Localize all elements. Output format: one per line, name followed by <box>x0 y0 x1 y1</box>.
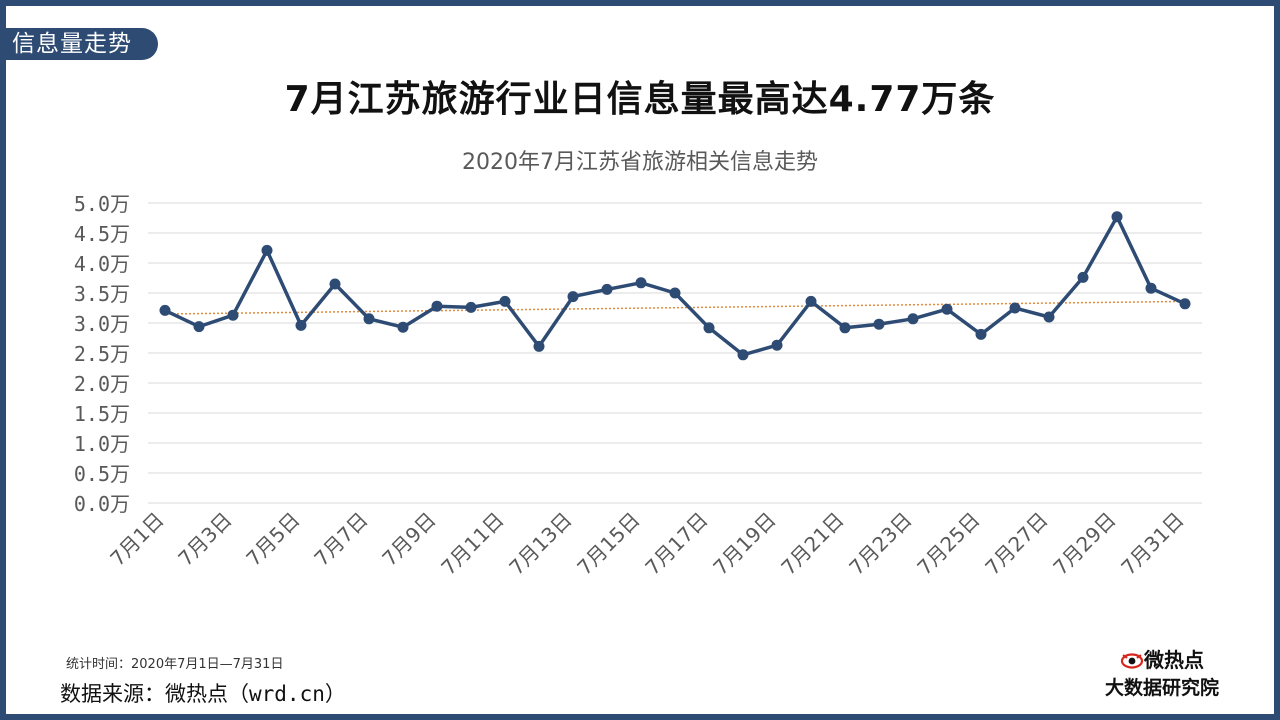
data-point <box>533 340 545 352</box>
data-point <box>635 277 647 289</box>
x-tick-label: 7月21日 <box>776 508 848 580</box>
y-tick-label: 3.0万 <box>74 312 130 336</box>
data-point <box>1077 271 1089 283</box>
x-tick-label: 7月5日 <box>241 508 304 571</box>
data-point <box>737 349 749 361</box>
data-point <box>873 318 885 330</box>
y-tick-label: 3.5万 <box>74 282 130 306</box>
data-source: 数据来源：微热点（wrd.cn） <box>60 682 346 706</box>
data-point <box>771 339 783 351</box>
line-chart: 2020年7月江苏省旅游相关信息走势 0.0万 0.5万 1.0万 1.5万 2.0万 2… <box>74 150 1202 580</box>
brand-name: 微热点 <box>1144 648 1204 672</box>
data-point <box>499 295 511 307</box>
data-point <box>907 313 919 325</box>
x-tick-label: 7月11日 <box>436 508 508 580</box>
series-layer <box>159 211 1191 361</box>
x-tick-label: 7月1日 <box>105 508 168 571</box>
y-tick-label: 0.5万 <box>74 462 130 486</box>
x-tick-label: 7月19日 <box>708 508 780 580</box>
data-point <box>1145 282 1157 294</box>
section-tab: 信息量走势 <box>6 28 158 60</box>
data-point <box>805 295 817 307</box>
data-point <box>1009 302 1021 314</box>
x-tick-label: 7月17日 <box>640 508 712 580</box>
headline: 7月江苏旅游行业日信息量最高达4.77万条 <box>284 79 996 120</box>
y-tick-label: 1.5万 <box>74 402 130 426</box>
brand-subtitle: 大数据研究院 <box>1104 677 1219 699</box>
data-point <box>839 322 851 334</box>
y-axis-ticks: 0.0万 0.5万 1.0万 1.5万 2.0万 2.5万 3.0万 3.5万 4.0万 4.5万… <box>74 192 130 516</box>
x-tick-label: 7月23日 <box>844 508 916 580</box>
data-point <box>1179 298 1191 310</box>
data-point <box>669 287 681 299</box>
data-point <box>329 278 341 290</box>
y-tick-label: 4.0万 <box>74 252 130 276</box>
y-tick-label: 2.5万 <box>74 342 130 366</box>
data-point <box>703 322 715 334</box>
data-point <box>465 301 477 313</box>
data-point <box>941 303 953 315</box>
x-tick-label: 7月7日 <box>309 508 372 571</box>
x-tick-label: 7月9日 <box>377 508 440 571</box>
data-point <box>193 321 205 333</box>
data-point <box>227 309 239 321</box>
data-point <box>567 291 579 303</box>
chart-title: 2020年7月江苏省旅游相关信息走势 <box>462 150 818 175</box>
eye-logo-icon <box>1120 651 1144 675</box>
data-point <box>601 283 613 295</box>
data-point <box>363 313 375 325</box>
x-axis-ticks: 7月1日 7月3日 7月5日 7月7日 7月9日7月11日7月13日7月15日7月17日… <box>105 508 1188 580</box>
data-point <box>159 304 171 316</box>
y-tick-label: 4.5万 <box>74 222 130 246</box>
x-tick-label: 7月25日 <box>912 508 984 580</box>
y-tick-label: 1.0万 <box>74 432 130 456</box>
data-point <box>261 244 273 256</box>
y-tick-label: 5.0万 <box>74 192 130 216</box>
grid-lines <box>148 202 1202 504</box>
slide: 信息量走势 7月江苏旅游行业日信息量最高达4.77万条 2020年7月江苏省旅游… <box>6 6 1274 714</box>
data-point <box>431 300 443 312</box>
y-tick-label: 0.0万 <box>74 492 130 516</box>
data-point <box>975 328 987 340</box>
y-tick-label: 2.0万 <box>74 372 130 396</box>
statistics-period: 统计时间：2020年7月1日—7月31日 <box>66 657 284 672</box>
x-tick-label: 7月3日 <box>173 508 236 571</box>
x-tick-label: 7月31日 <box>1116 508 1188 580</box>
data-point <box>1111 211 1123 223</box>
x-tick-label: 7月13日 <box>504 508 576 580</box>
x-tick-label: 7月15日 <box>572 508 644 580</box>
x-tick-label: 7月29日 <box>1048 508 1120 580</box>
data-point <box>397 321 409 333</box>
series-line <box>164 215 1186 357</box>
brand-logo: 微热点 大数据研究院 <box>1092 648 1232 701</box>
data-point <box>295 319 307 331</box>
x-tick-label: 7月27日 <box>980 508 1052 580</box>
data-point <box>1043 311 1055 323</box>
